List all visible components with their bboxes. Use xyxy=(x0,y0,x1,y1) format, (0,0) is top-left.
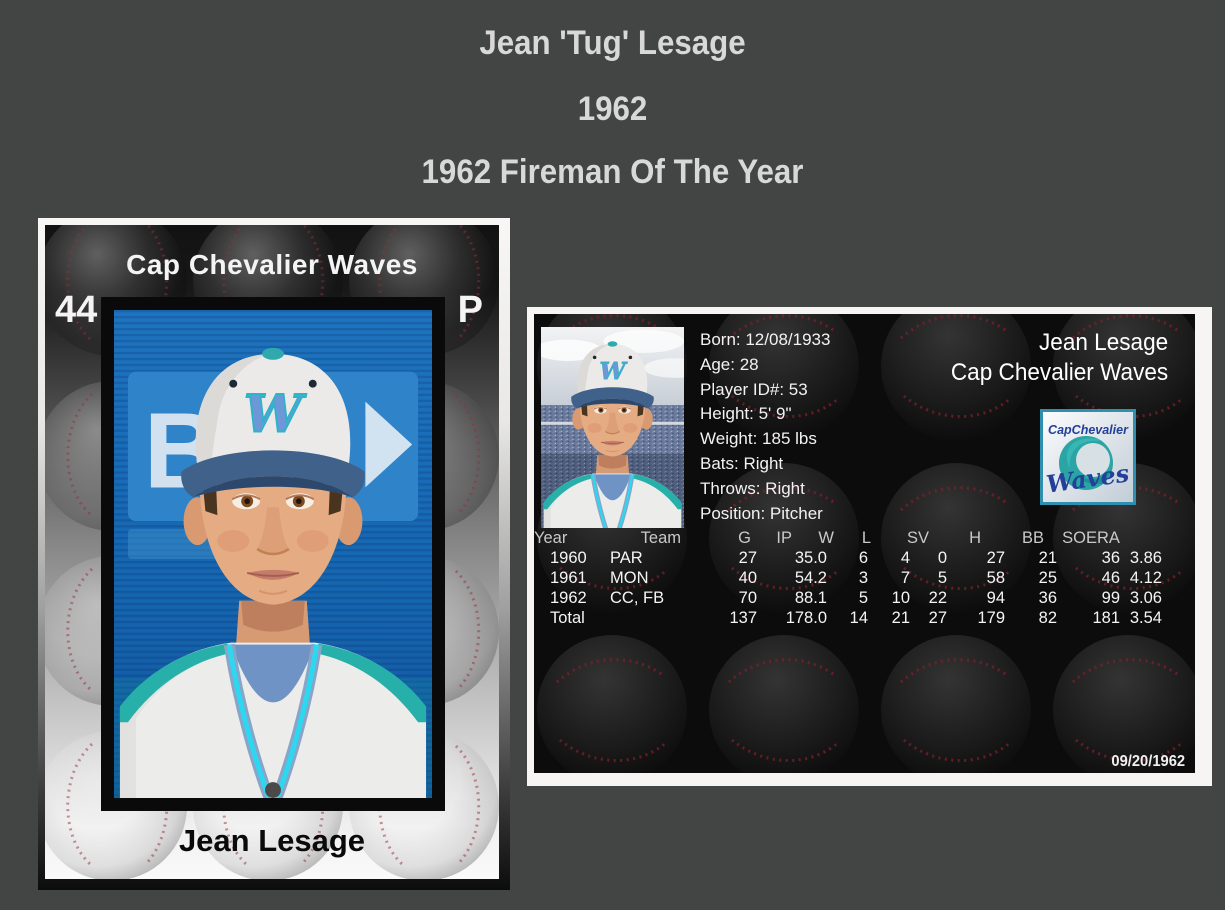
stats-cell-l: 10 xyxy=(891,589,910,607)
stats-body: 1960 PAR 27 35.0 6 4 0 27 21 36 3.86 xyxy=(534,548,1195,628)
stats-cell-g: 40 xyxy=(738,569,757,587)
stats-cell-bb: 25 xyxy=(1038,569,1057,587)
stats-cell-so: 36 xyxy=(1101,549,1120,567)
player-portrait-frame: B xyxy=(101,297,445,811)
stats-table: Year Team G IP W L SV H xyxy=(534,528,1195,628)
baseball-card-front: Cap Chevalier Waves 44 P B Jean Lesage xyxy=(38,218,510,890)
stats-cell-team: MON xyxy=(610,569,649,587)
back-team-name: Cap Chevalier Waves xyxy=(950,359,1168,386)
stats-cell-era: 3.86 xyxy=(1129,549,1162,567)
stats-cell-sv: 27 xyxy=(928,609,947,627)
stats-row: 1962 CC, FB 70 88.1 5 10 22 94 36 99 3.0… xyxy=(534,588,1195,608)
jersey-number: 44 xyxy=(55,289,98,331)
card-front-inner: Cap Chevalier Waves 44 P B Jean Lesage xyxy=(45,225,499,879)
stats-header-cell: IP xyxy=(776,529,792,547)
stats-cell-bb: 82 xyxy=(1038,609,1057,627)
bio-line: Height: 5' 9" xyxy=(700,404,792,424)
stats-header-cell: Year xyxy=(534,529,568,547)
stats-cell-h: 58 xyxy=(986,569,1005,587)
stats-cell-w: 3 xyxy=(858,569,868,587)
stats-cell-g: 27 xyxy=(738,549,757,567)
baseball-card-back: Born: 12/08/1933 Age: 28 Player ID#: 53 … xyxy=(527,307,1212,786)
stats-cell-h: 27 xyxy=(986,549,1005,567)
stats-cell-w: 5 xyxy=(858,589,868,607)
stats-cell-year: Total xyxy=(550,609,585,627)
stats-row: 1961 MON 40 54.2 3 7 5 58 25 46 4.12 xyxy=(534,568,1195,588)
stats-cell-team: PAR xyxy=(610,549,643,567)
stats-cell-era: 4.12 xyxy=(1129,569,1162,587)
stats-cell-sv: 22 xyxy=(928,589,947,607)
stats-header-cell: SV xyxy=(906,529,929,547)
card-date: 09/20/1962 xyxy=(1111,753,1185,770)
bio-line: Born: 12/08/1933 xyxy=(700,330,831,349)
stats-row: Total 137 178.0 14 21 27 179 82 181 3.54 xyxy=(534,608,1195,628)
stats-header-cell: W xyxy=(818,529,834,547)
stats-header-cell: G xyxy=(738,529,751,547)
front-team-name: Cap Chevalier Waves xyxy=(126,249,418,280)
player-portrait: B xyxy=(114,310,432,798)
stats-header-cell: BB xyxy=(1021,529,1044,547)
back-name-block: Jean Lesage Cap Chevalier Waves xyxy=(951,328,1168,388)
stats-cell-so: 181 xyxy=(1092,609,1120,627)
position-abbreviation: P xyxy=(457,289,483,331)
bio-line: Position: Pitcher xyxy=(700,503,823,523)
stats-cell-ip: 178.0 xyxy=(785,609,827,627)
stats-cell-sv: 5 xyxy=(937,569,947,587)
stats-cell-so: 99 xyxy=(1101,589,1120,607)
player-photo xyxy=(541,327,684,528)
player-bio: Born: 12/08/1933 Age: 28 Player ID#: 53 … xyxy=(700,328,830,526)
stats-cell-year: 1960 xyxy=(550,549,587,567)
bio-line: Bats: Right xyxy=(700,453,784,473)
bio-line: Throws: Right xyxy=(700,478,805,498)
award-title: 1962 Fireman Of The Year xyxy=(421,153,804,191)
stats-cell-ip: 54.2 xyxy=(794,569,827,587)
stats-cell-l: 21 xyxy=(891,609,910,627)
stats-cell-g: 70 xyxy=(738,589,757,607)
back-player-name: Jean Lesage xyxy=(1038,329,1168,356)
stats-header-cell: L xyxy=(861,529,871,547)
stats-cell-h: 179 xyxy=(977,609,1005,627)
stats-header-cell: Team xyxy=(640,529,681,547)
bio-line: Weight: 185 lbs xyxy=(700,429,817,449)
card-back-inner: Born: 12/08/1933 Age: 28 Player ID#: 53 … xyxy=(534,314,1195,773)
stats-cell-year: 1961 xyxy=(550,569,587,587)
stats-row: 1960 PAR 27 35.0 6 4 0 27 21 36 3.86 xyxy=(534,548,1195,568)
stats-cell-era: 3.06 xyxy=(1129,589,1162,607)
card-year: 1962 xyxy=(577,90,648,128)
stats-header-cell: SO xyxy=(1062,529,1086,547)
stats-cell-l: 7 xyxy=(900,569,910,587)
stats-header-cell: H xyxy=(969,529,981,547)
bio-line: Player ID#: 53 xyxy=(700,379,808,399)
stats-cell-h: 94 xyxy=(986,589,1005,607)
stats-cell-era: 3.54 xyxy=(1129,609,1162,627)
stats-cell-l: 4 xyxy=(900,549,910,567)
stats-cell-w: 14 xyxy=(849,609,868,627)
stats-cell-sv: 0 xyxy=(937,549,947,567)
stats-cell-ip: 35.0 xyxy=(794,549,827,567)
stats-cell-team xyxy=(610,608,698,628)
stats-header-row: Year Team G IP W L SV H xyxy=(534,528,1195,548)
team-logo-top-text: CapChevalier xyxy=(1048,423,1129,437)
team-logo: CapChevalier Waves xyxy=(1040,409,1136,505)
stats-cell-bb: 36 xyxy=(1038,589,1057,607)
stats-cell-ip: 88.1 xyxy=(794,589,827,607)
bio-line: Age: 28 xyxy=(700,354,759,374)
stats-cell-bb: 21 xyxy=(1038,549,1057,567)
stats-cell-team: CC, FB xyxy=(610,589,665,607)
stats-cell-year: 1962 xyxy=(550,589,587,607)
stats-cell-g: 137 xyxy=(729,609,757,627)
front-player-name: Jean Lesage xyxy=(178,823,366,858)
stats-header-cell: ERA xyxy=(1086,529,1120,547)
stats-cell-w: 6 xyxy=(858,549,868,567)
player-title: Jean 'Tug' Lesage xyxy=(479,24,746,62)
stats-cell-so: 46 xyxy=(1101,569,1120,587)
